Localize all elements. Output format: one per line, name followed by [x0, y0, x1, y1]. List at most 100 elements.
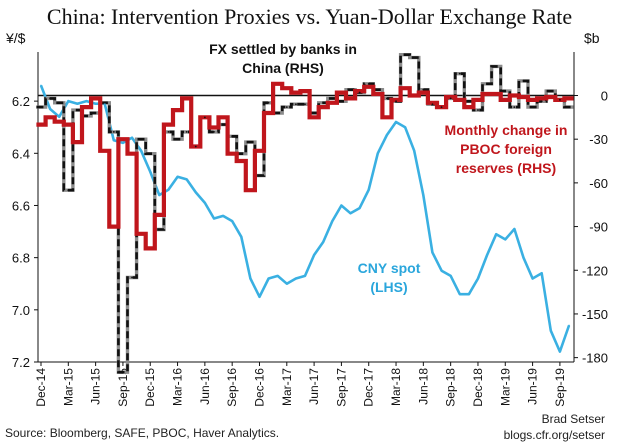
cny-spot-point: [122, 141, 124, 144]
x-tick-label: Dec-18: [471, 368, 485, 407]
cny-spot-point: [422, 194, 425, 196]
pboc-reserves-point: [413, 94, 416, 97]
cny-spot-point: [222, 215, 224, 217]
cny-spot-point: [495, 233, 498, 236]
pboc-reserves-point: [176, 109, 179, 111]
left-tick-label: 7.2: [12, 355, 30, 370]
fx-settled-point: [131, 276, 133, 279]
fx-settled-point: [322, 101, 325, 104]
pboc-reserves-point: [522, 96, 525, 98]
pboc-reserves-point: [94, 97, 97, 100]
fx-settled-point: [358, 91, 361, 94]
pboc-reserves-point: [449, 96, 452, 98]
x-tick-label: Sep-17: [334, 368, 348, 407]
pboc-reserves-point: [477, 98, 479, 101]
cny-spot-point: [558, 350, 561, 353]
fx-settled-point: [140, 138, 143, 141]
fx-settled-point: [240, 152, 243, 155]
pboc-reserves-point: [249, 189, 252, 192]
pboc-reserves-point: [549, 96, 552, 98]
fx-settled-point: [40, 106, 42, 109]
label-pboc-reserves: Monthly change in PBOC foreign reserves …: [432, 121, 580, 178]
pboc-reserves-point: [158, 214, 161, 216]
fx-settled-point: [85, 114, 88, 117]
pboc-reserves-point: [67, 123, 70, 126]
cny-spot-point: [349, 212, 352, 215]
fx-settled-point: [194, 145, 197, 148]
cny-spot-point: [285, 282, 288, 285]
x-tick-label: Mar-15: [61, 368, 75, 406]
cny-spot-point: [313, 254, 316, 256]
pboc-reserves-point: [222, 116, 224, 119]
left-tick-label: 6.4: [12, 146, 30, 161]
pboc-reserves-point: [504, 98, 507, 101]
pboc-reserves-point: [76, 141, 79, 143]
pboc-reserves-point: [349, 97, 352, 100]
cny-spot-point: [404, 126, 407, 129]
fx-settled-point: [549, 90, 552, 93]
fx-settled-point: [495, 65, 498, 68]
right-tick-label: -120: [582, 263, 608, 278]
cny-spot-point: [94, 102, 97, 105]
cny-spot-point: [440, 269, 443, 272]
pboc-reserves-point: [340, 91, 343, 94]
label-fx-settled-line-2: China (RHS): [242, 60, 324, 76]
fx-settled-point: [276, 112, 279, 114]
chart-title: China: Intervention Proxies vs. Yuan-Dol…: [46, 4, 573, 29]
x-tick-label: Sep-19: [553, 368, 567, 407]
pboc-reserves-point: [131, 152, 133, 155]
pboc-reserves-point: [85, 106, 88, 109]
fx-settled-point: [258, 174, 261, 177]
cny-spot-point: [376, 152, 379, 155]
right-tick-label: 0: [601, 88, 608, 103]
cny-spot-point: [140, 149, 143, 152]
pboc-reserves-point: [267, 112, 270, 114]
left-tick-label: 6.6: [12, 198, 30, 213]
pboc-reserves-point: [231, 152, 234, 155]
fx-settled-point: [449, 97, 452, 100]
label-pboc-line-3: reserves (RHS): [455, 160, 557, 176]
label-fx-settled-line-1: FX settled by banks in: [209, 41, 357, 57]
x-tick-label: Jun-19: [526, 368, 540, 405]
pboc-reserves-point: [486, 93, 488, 95]
fx-settled-point: [76, 109, 79, 111]
pboc-reserves-point: [322, 106, 325, 109]
fx-settled-point: [285, 106, 288, 109]
x-tick-label: Mar-16: [171, 368, 185, 406]
label-pboc-line-2: PBOC foreign: [460, 141, 552, 157]
cny-spot-point: [58, 115, 61, 118]
fx-settled-point: [404, 53, 407, 56]
fx-settled-point: [58, 101, 61, 104]
pboc-reserves-point: [58, 120, 61, 123]
fx-settled-point: [222, 123, 224, 126]
fx-settled-point: [386, 97, 388, 100]
author-name: Brad Setser: [541, 412, 605, 426]
left-tick-label: 6.2: [12, 94, 30, 109]
pboc-reserves-point: [40, 123, 42, 126]
cny-spot-point: [358, 207, 361, 209]
cny-spot-point: [549, 329, 552, 332]
cny-spot-point: [249, 277, 252, 280]
fx-settled-point: [522, 80, 525, 82]
right-tick-label: -90: [589, 220, 608, 235]
fx-settled-point: [331, 97, 334, 100]
left-tick-label: 7.0: [12, 303, 30, 318]
label-cny-spot: CNY spot (LHS): [350, 259, 428, 297]
fx-settled-point: [231, 135, 234, 138]
pboc-reserves-point: [358, 90, 361, 93]
cny-spot-point: [340, 204, 343, 207]
pboc-reserves-point: [376, 93, 379, 95]
fx-settled-point: [422, 88, 425, 91]
pboc-reserves-point: [568, 97, 570, 100]
fx-settled-point: [540, 100, 543, 103]
pboc-reserves-point: [276, 82, 279, 85]
cny-spot-point: [386, 134, 388, 136]
fx-settled-point: [167, 131, 170, 133]
fx-settled-point: [313, 112, 316, 114]
pboc-reserves-point: [149, 247, 152, 250]
cny-spot-point: [568, 324, 570, 327]
fx-settled-point: [203, 116, 206, 119]
right-tick-label: -180: [582, 351, 608, 366]
pboc-reserves-point: [513, 94, 516, 97]
pboc-reserves-point: [386, 116, 388, 119]
